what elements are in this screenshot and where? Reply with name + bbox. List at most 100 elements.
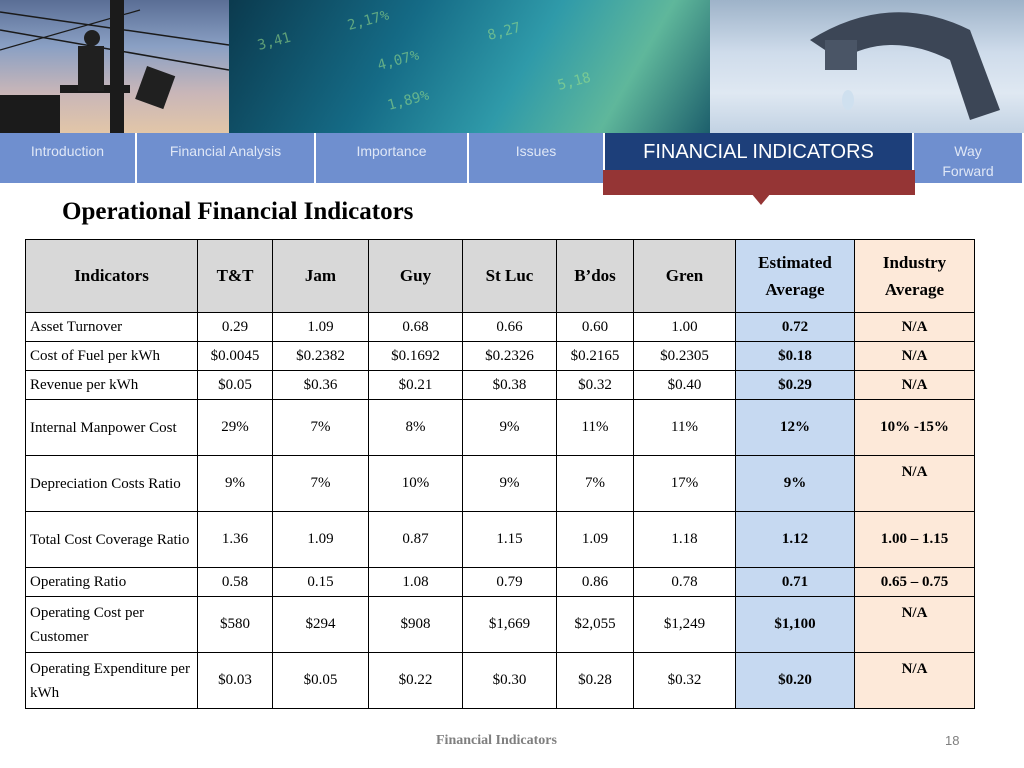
- table-row: Total Cost Coverage Ratio 1.36 1.09 0.87…: [25, 511, 975, 568]
- cell-bdos: 0.60: [556, 312, 634, 342]
- svg-text:1,89%: 1,89%: [386, 87, 431, 114]
- cell-gren: $1,249: [633, 596, 736, 653]
- cell-gren: 17%: [633, 455, 736, 512]
- row-label: Internal Manpower Cost: [25, 399, 198, 456]
- svg-text:2,17%: 2,17%: [346, 7, 391, 34]
- row-label: Revenue per kWh: [25, 370, 198, 400]
- tab-financial-analysis[interactable]: Financial Analysis: [137, 133, 316, 183]
- cell-tt: 0.58: [197, 567, 273, 597]
- tab-issues[interactable]: Issues: [469, 133, 605, 183]
- cell-st-luc: $0.38: [462, 370, 557, 400]
- cell-estimated-average: $0.18: [735, 341, 855, 371]
- cell-gren: $0.32: [633, 652, 736, 709]
- cell-estimated-average: 0.72: [735, 312, 855, 342]
- cell-gren: 0.78: [633, 567, 736, 597]
- table-header-row: Indicators T&T Jam Guy St Luc B’dos Gren…: [25, 239, 975, 313]
- cell-industry-average: N/A: [854, 455, 975, 512]
- cell-jam: $0.2382: [272, 341, 369, 371]
- cell-tt: $0.03: [197, 652, 273, 709]
- cell-tt: 1.36: [197, 511, 273, 568]
- tab-importance[interactable]: Importance: [316, 133, 469, 183]
- cell-estimated-average: 9%: [735, 455, 855, 512]
- header-banner: 2,17% 4,07% 1,89% 3,41 8,27 5,18: [0, 0, 1024, 133]
- svg-text:8,27: 8,27: [486, 20, 523, 44]
- cell-industry-average: 0.65 – 0.75: [854, 567, 975, 597]
- cell-jam: 7%: [272, 455, 369, 512]
- header-tt: T&T: [197, 239, 273, 313]
- tab-way-forward[interactable]: Way Forward: [914, 133, 1024, 183]
- cell-jam: 1.09: [272, 312, 369, 342]
- row-label: Depreciation Costs Ratio: [25, 455, 198, 512]
- indicators-table: Indicators T&T Jam Guy St Luc B’dos Gren…: [25, 239, 975, 709]
- cell-jam: $0.36: [272, 370, 369, 400]
- cell-guy: 0.68: [368, 312, 463, 342]
- row-label: Operating Ratio: [25, 567, 198, 597]
- cell-estimated-average: 0.71: [735, 567, 855, 597]
- cell-guy: $0.22: [368, 652, 463, 709]
- cell-tt: 9%: [197, 455, 273, 512]
- cell-tt: $0.0045: [197, 341, 273, 371]
- row-label: Operating Expenditure per kWh: [25, 652, 198, 709]
- header-st-luc: St Luc: [462, 239, 557, 313]
- header-industry-average: Industry Average: [854, 239, 975, 313]
- cell-guy: $0.1692: [368, 341, 463, 371]
- cell-gren: 11%: [633, 399, 736, 456]
- cell-estimated-average: $1,100: [735, 596, 855, 653]
- cell-tt: $0.05: [197, 370, 273, 400]
- tab-introduction[interactable]: Introduction: [0, 133, 137, 183]
- cell-industry-average: N/A: [854, 596, 975, 653]
- table-row: Internal Manpower Cost 29% 7% 8% 9% 11% …: [25, 399, 975, 456]
- header-jam: Jam: [272, 239, 369, 313]
- cell-gren: 1.18: [633, 511, 736, 568]
- cell-st-luc: $1,669: [462, 596, 557, 653]
- svg-text:3,41: 3,41: [256, 30, 293, 54]
- row-label: Operating Cost per Customer: [25, 596, 198, 653]
- header-indicators: Indicators: [25, 239, 198, 313]
- table-row: Depreciation Costs Ratio 9% 7% 10% 9% 7%…: [25, 455, 975, 512]
- table-row: Operating Cost per Customer $580 $294 $9…: [25, 596, 975, 653]
- cell-industry-average: N/A: [854, 652, 975, 709]
- cell-estimated-average: $0.29: [735, 370, 855, 400]
- cell-bdos: 11%: [556, 399, 634, 456]
- footer-text: Financial Indicators: [436, 733, 557, 748]
- header-guy: Guy: [368, 239, 463, 313]
- header-bdos: B’dos: [556, 239, 634, 313]
- cell-bdos: $0.28: [556, 652, 634, 709]
- cell-estimated-average: $0.20: [735, 652, 855, 709]
- cell-gren: $0.40: [633, 370, 736, 400]
- active-tab-marker: [603, 170, 915, 195]
- cell-guy: 1.08: [368, 567, 463, 597]
- cell-st-luc: 0.66: [462, 312, 557, 342]
- cell-st-luc: 0.79: [462, 567, 557, 597]
- table-row: Revenue per kWh $0.05 $0.36 $0.21 $0.38 …: [25, 370, 975, 400]
- cell-tt: 0.29: [197, 312, 273, 342]
- row-label: Total Cost Coverage Ratio: [25, 511, 198, 568]
- stock-ticker-photo: 2,17% 4,07% 1,89% 3,41 8,27 5,18: [229, 0, 710, 133]
- cell-industry-average: 1.00 – 1.15: [854, 511, 975, 568]
- cell-st-luc: 1.15: [462, 511, 557, 568]
- svg-text:5,18: 5,18: [556, 70, 593, 94]
- cell-gren: $0.2305: [633, 341, 736, 371]
- cell-bdos: 7%: [556, 455, 634, 512]
- cell-estimated-average: 12%: [735, 399, 855, 456]
- cell-gren: 1.00: [633, 312, 736, 342]
- page-title: Operational Financial Indicators: [62, 198, 414, 225]
- faucet-photo: [710, 0, 1024, 133]
- cell-jam: $0.05: [272, 652, 369, 709]
- cell-jam: $294: [272, 596, 369, 653]
- table-row: Operating Expenditure per kWh $0.03 $0.0…: [25, 652, 975, 709]
- cell-tt: $580: [197, 596, 273, 653]
- header-gren: Gren: [633, 239, 736, 313]
- cell-bdos: $0.32: [556, 370, 634, 400]
- cell-bdos: $2,055: [556, 596, 634, 653]
- cell-guy: $0.21: [368, 370, 463, 400]
- active-tab-arrow: [751, 193, 771, 205]
- nav-tabs: Introduction Financial Analysis Importan…: [0, 133, 1024, 183]
- cell-jam: 7%: [272, 399, 369, 456]
- table-row: Cost of Fuel per kWh $0.0045 $0.2382 $0.…: [25, 341, 975, 371]
- cell-industry-average: 10% -15%: [854, 399, 975, 456]
- table-row: Asset Turnover 0.29 1.09 0.68 0.66 0.60 …: [25, 312, 975, 342]
- cell-estimated-average: 1.12: [735, 511, 855, 568]
- svg-text:4,07%: 4,07%: [376, 47, 421, 74]
- cell-guy: 0.87: [368, 511, 463, 568]
